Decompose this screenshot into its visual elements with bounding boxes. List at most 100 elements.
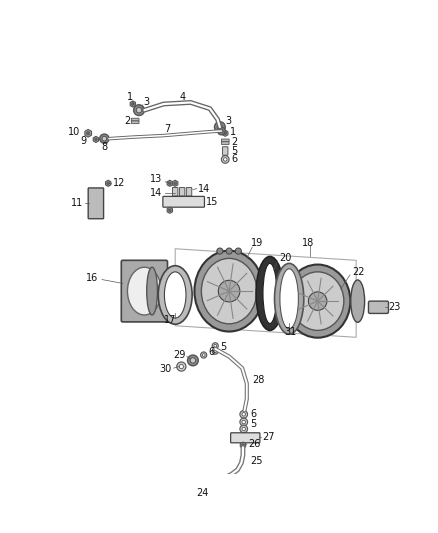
Ellipse shape <box>256 256 284 330</box>
Polygon shape <box>93 136 99 142</box>
Text: 3: 3 <box>225 116 231 126</box>
Polygon shape <box>106 180 111 187</box>
Text: 11: 11 <box>71 198 83 208</box>
Text: 25: 25 <box>250 456 262 465</box>
Circle shape <box>100 134 109 143</box>
Circle shape <box>190 358 196 363</box>
Polygon shape <box>167 180 173 187</box>
Text: 6: 6 <box>231 154 237 164</box>
Circle shape <box>136 108 142 113</box>
Text: 5: 5 <box>250 418 256 429</box>
Ellipse shape <box>147 267 158 315</box>
Text: 19: 19 <box>251 238 263 248</box>
Circle shape <box>187 355 198 366</box>
FancyBboxPatch shape <box>121 260 167 322</box>
Circle shape <box>169 182 171 185</box>
FancyBboxPatch shape <box>368 301 389 313</box>
Text: 15: 15 <box>206 197 219 207</box>
FancyBboxPatch shape <box>173 188 178 196</box>
Text: 20: 20 <box>279 253 292 263</box>
Ellipse shape <box>194 251 264 332</box>
Circle shape <box>218 280 240 302</box>
Polygon shape <box>240 442 246 448</box>
Text: 1: 1 <box>230 127 236 138</box>
Ellipse shape <box>280 269 298 329</box>
Circle shape <box>242 413 245 416</box>
Circle shape <box>177 362 186 371</box>
Text: 5: 5 <box>231 146 238 156</box>
Circle shape <box>102 136 107 141</box>
Circle shape <box>242 427 245 431</box>
Circle shape <box>308 292 327 310</box>
Circle shape <box>202 353 205 357</box>
Ellipse shape <box>351 280 364 322</box>
Ellipse shape <box>164 272 186 318</box>
FancyBboxPatch shape <box>88 188 103 219</box>
Text: 9: 9 <box>81 136 87 146</box>
Circle shape <box>224 132 226 135</box>
Text: 31: 31 <box>285 327 297 337</box>
Circle shape <box>212 348 218 354</box>
Circle shape <box>131 103 134 106</box>
Circle shape <box>174 182 177 185</box>
Circle shape <box>240 425 247 433</box>
Text: 17: 17 <box>164 316 176 325</box>
Circle shape <box>212 343 218 349</box>
Text: 6: 6 <box>250 409 256 419</box>
Text: 26: 26 <box>248 439 261 449</box>
Circle shape <box>221 156 229 163</box>
Circle shape <box>107 182 110 185</box>
Circle shape <box>223 158 227 161</box>
FancyBboxPatch shape <box>186 188 192 196</box>
FancyBboxPatch shape <box>174 483 184 491</box>
Text: 2: 2 <box>124 116 131 126</box>
Circle shape <box>226 248 232 254</box>
Circle shape <box>240 410 247 418</box>
Text: 4: 4 <box>180 92 186 102</box>
Circle shape <box>95 138 97 141</box>
Ellipse shape <box>275 263 304 334</box>
FancyBboxPatch shape <box>221 142 229 144</box>
Text: 16: 16 <box>86 273 98 283</box>
Circle shape <box>86 132 90 135</box>
Circle shape <box>242 421 245 424</box>
FancyBboxPatch shape <box>163 196 205 207</box>
Circle shape <box>235 248 241 254</box>
Ellipse shape <box>127 267 161 315</box>
Text: 10: 10 <box>67 127 80 138</box>
Polygon shape <box>130 101 135 107</box>
FancyBboxPatch shape <box>223 147 228 155</box>
Ellipse shape <box>201 259 257 324</box>
Circle shape <box>215 122 225 133</box>
Text: 29: 29 <box>173 350 185 360</box>
Circle shape <box>134 105 145 116</box>
FancyBboxPatch shape <box>180 188 185 196</box>
Circle shape <box>169 209 171 212</box>
Circle shape <box>240 418 247 426</box>
Text: 14: 14 <box>198 184 211 193</box>
Circle shape <box>218 127 225 135</box>
Text: 27: 27 <box>262 432 275 442</box>
Polygon shape <box>223 130 228 136</box>
Ellipse shape <box>263 263 277 324</box>
Text: 14: 14 <box>150 188 162 198</box>
Text: 5: 5 <box>220 342 226 352</box>
Text: 7: 7 <box>164 124 171 134</box>
Circle shape <box>219 129 223 133</box>
Text: 22: 22 <box>352 267 365 277</box>
Text: 23: 23 <box>389 302 401 312</box>
Circle shape <box>201 352 207 358</box>
Text: 12: 12 <box>113 177 125 188</box>
Polygon shape <box>167 207 173 213</box>
Text: 13: 13 <box>150 174 162 184</box>
Circle shape <box>214 350 217 352</box>
Circle shape <box>214 344 217 347</box>
Polygon shape <box>85 130 92 137</box>
Text: 18: 18 <box>302 238 314 248</box>
Circle shape <box>217 124 223 130</box>
Ellipse shape <box>291 272 344 330</box>
Polygon shape <box>173 180 178 187</box>
Circle shape <box>179 365 184 369</box>
Text: 6: 6 <box>208 347 215 357</box>
Circle shape <box>242 444 244 447</box>
